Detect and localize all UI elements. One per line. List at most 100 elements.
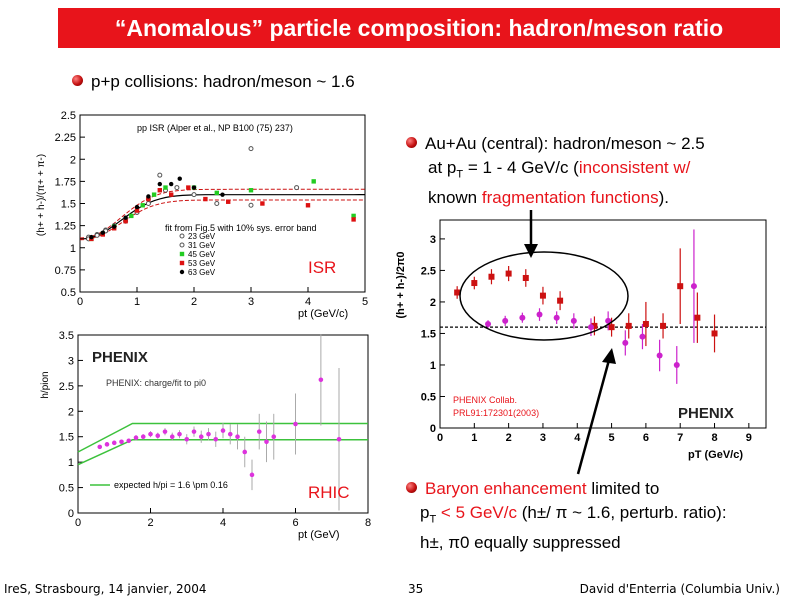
rhic-legend: expected h/pi = 1.6 \pm 0.16 (114, 480, 228, 490)
auau-point-peripheral (690, 283, 697, 290)
x-tick-label: 4 (305, 296, 311, 308)
auau-point-central (677, 283, 684, 290)
bullet-baryon-line2: pT < 5 GeV/c (h±/ π ~ 1.6, perturb. rati… (406, 501, 796, 531)
x-tick-label: 2 (191, 296, 197, 308)
auau-point-central (454, 289, 461, 296)
y-tick-label: 0 (430, 423, 436, 435)
auau-point-central (505, 270, 512, 277)
x-tick-label: 3 (540, 432, 546, 444)
auau-xlabel: pT (GeV/c) (688, 449, 743, 461)
x-tick-label: 1 (134, 296, 140, 308)
isr-point (351, 213, 356, 219)
x-tick-label: 7 (677, 432, 683, 444)
y-tick-label: 2 (430, 297, 436, 309)
rhic-band-lower (77, 439, 368, 466)
x-tick-label: 9 (746, 432, 752, 444)
isr-point (157, 181, 162, 187)
x-tick-label: 4 (220, 517, 226, 529)
slide-title: “Anomalous” particle composition: hadron… (58, 8, 780, 48)
y-tick-label: 1.25 (55, 221, 76, 233)
isr-point (145, 201, 151, 206)
auau-point-peripheral (656, 352, 663, 359)
bullet-baryon-suppressed: h±, π0 equally suppressed (420, 533, 621, 553)
rhic-point (169, 434, 175, 440)
auau-point-peripheral (536, 311, 543, 318)
y-tick-label: 2.25 (55, 132, 76, 144)
rhic-point (104, 442, 110, 447)
rhic-point (119, 439, 124, 445)
rhic-point (148, 431, 153, 437)
y-tick-label: 0.5 (61, 287, 76, 299)
bullet-baryon-line1: Baryon enhancement limited to (406, 477, 796, 501)
isr-point (177, 176, 182, 181)
rhic-ylabel: h/pion (40, 371, 51, 398)
bullet-auau-inconsistent: inconsistent w/ (578, 158, 691, 177)
y-tick-label: 2 (68, 406, 74, 418)
rhic-point (191, 429, 197, 434)
isr-point (123, 219, 128, 224)
isr-point (248, 188, 254, 193)
bullet-baryon-ratio: (h±/ π ~ 1.6, perturb. ratio): (517, 503, 727, 522)
rhic-point (271, 434, 277, 440)
rhic-point (155, 433, 161, 438)
isr-point (140, 203, 145, 208)
y-tick-label: 2 (70, 154, 76, 166)
isr-point (311, 179, 316, 184)
bullet-baryon-rest: limited to (586, 479, 660, 498)
bullet-pp: p+p collisions: hadron/meson ~ 1.6 (72, 70, 355, 94)
rhic-corner-label: RHIC (308, 483, 350, 502)
auau-point-peripheral (570, 317, 577, 324)
y-tick-label: 1.5 (61, 199, 76, 211)
isr-point (123, 215, 128, 220)
isr-point (89, 234, 94, 240)
auau-point-central (711, 330, 718, 337)
y-tick-label: 1 (70, 243, 76, 255)
x-tick-label: 5 (609, 432, 615, 444)
auau-collab-2: PRL91:172301(2003) (453, 408, 539, 418)
auau-point-peripheral (485, 321, 492, 327)
isr-point (214, 190, 219, 196)
bullet-baryon-pt-sub: T (429, 513, 437, 526)
auau-point-central (522, 274, 529, 281)
isr-point (134, 208, 140, 213)
isr-point (174, 185, 180, 191)
rhic-point (198, 434, 204, 440)
y-tick-label: 1.5 (421, 328, 436, 340)
isr-legend-marker (179, 251, 185, 257)
x-tick-label: 0 (75, 517, 81, 529)
isr-point (151, 192, 157, 197)
isr-corner-label: ISR (308, 258, 336, 277)
x-tick-label: 4 (574, 432, 581, 444)
isr-point (351, 217, 356, 222)
x-tick-label: 6 (292, 517, 298, 529)
y-tick-label: 0.5 (59, 483, 74, 495)
rhic-point (318, 377, 324, 383)
isr-point (157, 188, 162, 193)
y-tick-label: 1 (68, 457, 74, 469)
auau-point-central (557, 297, 564, 304)
isr-xlabel: pt (GeV/c) (298, 308, 348, 320)
auau-point-central (471, 280, 478, 287)
isr-legend-marker (179, 269, 185, 275)
y-tick-label: 1.5 (59, 432, 74, 444)
auau-point-peripheral (673, 361, 680, 368)
auau-point-central (660, 322, 667, 329)
y-tick-label: 3 (430, 234, 436, 246)
isr-plot-group: 0 1 2 3 4 5 0.5 0.75 1 1.25 1.5 1.75 2 2.25 2.5 (55, 110, 368, 308)
y-tick-label: 0.75 (55, 265, 76, 277)
bullet-auau-line1: Au+Au (central): hadron/meson ~ 2.5 (406, 132, 796, 156)
y-tick-label: 0.5 (421, 391, 436, 403)
auau-point-peripheral (587, 324, 594, 331)
y-tick-label: 1.75 (55, 176, 76, 188)
bullet-dot-icon (72, 75, 83, 86)
isr-point (169, 192, 174, 197)
bullet-dot-icon (406, 482, 417, 493)
isr-point (134, 204, 140, 210)
rhic-band-upper (77, 422, 368, 453)
rhic-plot-group: 0 2 4 6 8 0 0.5 1 1.5 2 2.5 3 3.5 (59, 330, 371, 529)
bullet-auau-fragfunc: fragmentation functions (481, 188, 659, 208)
bullet-baryon-pt: p (420, 503, 430, 522)
rhic-point (256, 429, 262, 434)
isr-point (260, 201, 265, 206)
